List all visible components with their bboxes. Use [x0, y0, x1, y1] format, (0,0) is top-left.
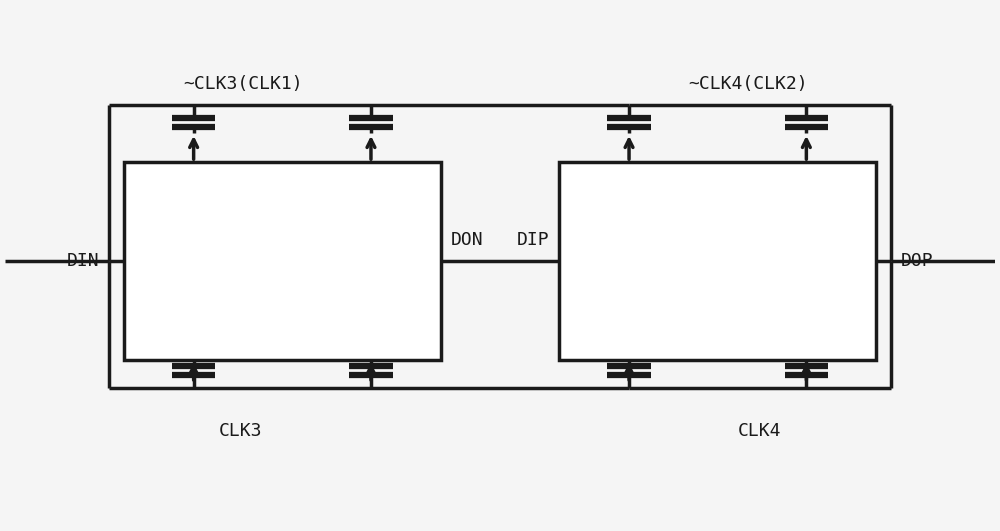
Text: ~CLK4(CLK2): ~CLK4(CLK2) — [688, 75, 808, 93]
Bar — [559, 162, 876, 360]
Text: DIP: DIP — [517, 231, 549, 249]
Text: DIN: DIN — [67, 252, 99, 270]
Text: CLK4: CLK4 — [738, 423, 782, 441]
Text: DOP: DOP — [901, 252, 933, 270]
Text: CLK3: CLK3 — [218, 423, 262, 441]
Text: DON: DON — [451, 231, 483, 249]
Bar — [124, 162, 441, 360]
Text: ~CLK3(CLK1): ~CLK3(CLK1) — [184, 75, 303, 93]
